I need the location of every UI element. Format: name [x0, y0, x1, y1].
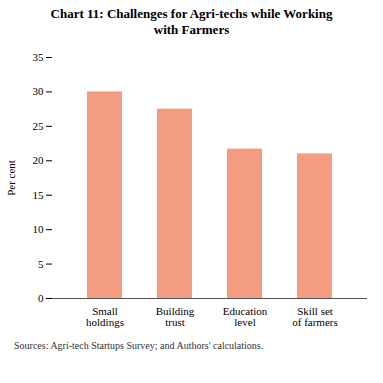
svg-text:5: 5	[38, 257, 44, 269]
svg-text:35: 35	[33, 51, 45, 63]
svg-text:Buildingtrust: Buildingtrust	[156, 305, 195, 328]
svg-text:15: 15	[33, 188, 45, 200]
html-text:Chart 11: Challenges for Agri-: Chart 11: Challenges for Agri-techs whil…	[50, 6, 333, 38]
svg-text:Educationlevel: Educationlevel	[223, 305, 268, 328]
svg-text:Smallholdings: Smallholdings	[86, 305, 124, 328]
svg-text:Skill setof farmers: Skill setof farmers	[292, 305, 338, 328]
svg-text:0: 0	[38, 292, 44, 304]
svg-text:25: 25	[33, 119, 45, 131]
svg-text:30: 30	[33, 85, 45, 97]
svg-text:20: 20	[33, 154, 45, 166]
html-text:Sources: Agri-tech Startups Su: Sources: Agri-tech Startups Survey; and …	[14, 339, 264, 351]
svg-text:10: 10	[33, 223, 45, 235]
svg-text:Per cent: Per cent	[5, 160, 17, 196]
